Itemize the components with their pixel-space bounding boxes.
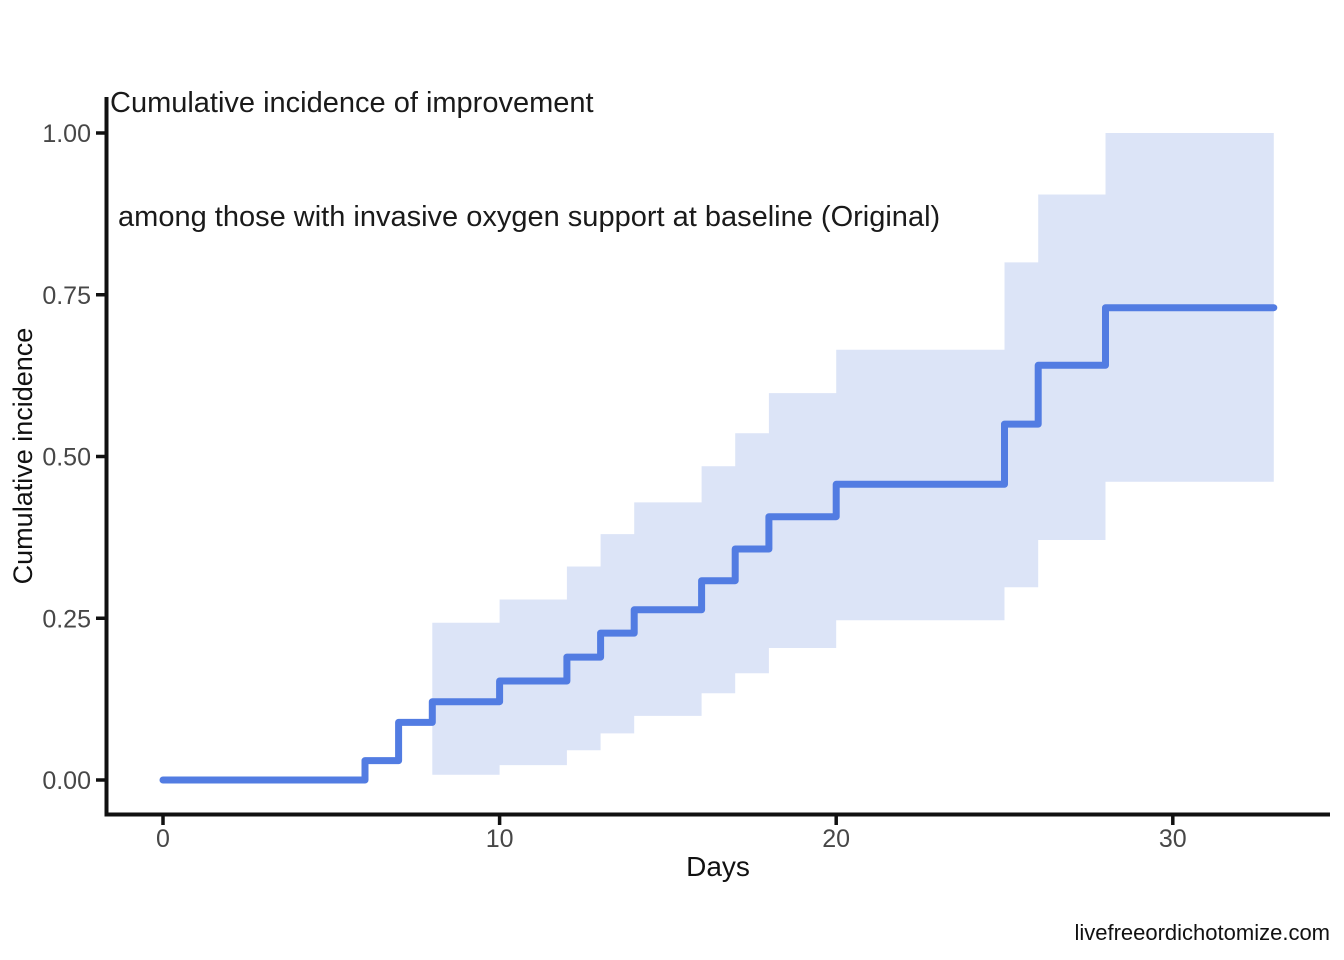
axes [104,97,1330,817]
x-tick-label: 10 [486,825,514,853]
y-tick-label: 0.75 [42,282,91,310]
chart-title: Cumulative incidence of improvement amon… [110,8,940,312]
x-tick-label: 0 [156,825,170,853]
x-tick-label: 20 [822,825,850,853]
y-tick-label: 0.50 [42,444,91,472]
step-line [159,304,1278,784]
watermark-caption: livefreeordichotomize.com [1074,920,1330,945]
x-tick-label: 30 [1159,825,1187,853]
y-tick-label: 0.00 [42,767,91,795]
y-axis-title: Cumulative incidence [8,327,38,585]
chart-title-line1: Cumulative incidence of improvement [110,87,594,119]
ci-ribbon [432,133,1274,775]
ci-ribbon-polygon [432,133,1274,775]
y-tick-label: 0.25 [42,605,91,633]
cumulative-incidence-line [159,304,1278,784]
chart-title-line2: among those with invasive oxygen support… [110,201,941,233]
y-axis-ticks: 0.00 0.25 0.50 0.75 1.00 [42,120,105,795]
x-axis-ticks: 0 10 20 30 [156,816,1187,853]
x-axis-title: Days [686,851,750,882]
y-tick-label: 1.00 [42,120,91,148]
